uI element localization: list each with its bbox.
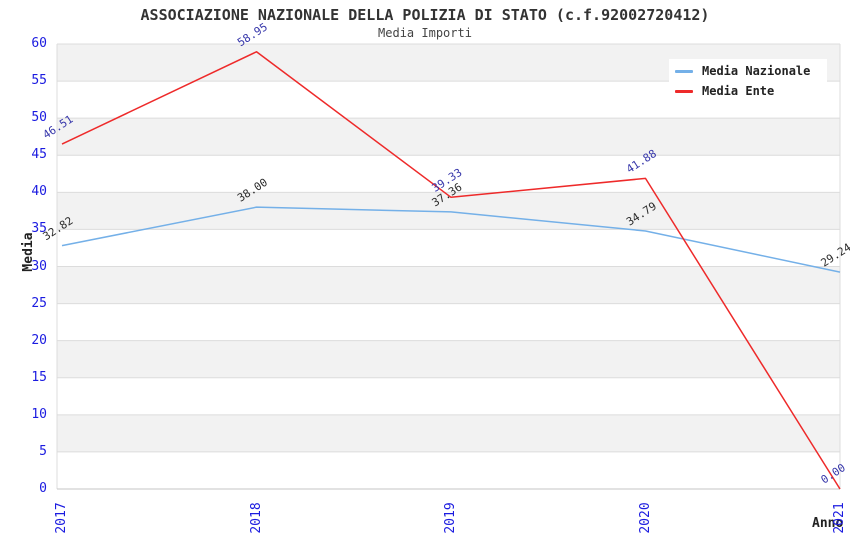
- legend-label: Media Ente: [702, 84, 775, 98]
- y-tick-label: 15: [31, 369, 47, 385]
- x-tick-label: 2019: [443, 502, 458, 534]
- legend-item-media-ente[interactable]: Media Ente: [675, 81, 827, 101]
- x-axis-title: Anno: [812, 516, 844, 531]
- y-tick-label: 50: [31, 110, 47, 126]
- chart-title: ASSOCIAZIONE NAZIONALE DELLA POLIZIA DI …: [140, 6, 710, 24]
- y-tick-label: 25: [31, 295, 47, 311]
- plot-band: [57, 192, 840, 230]
- legend-swatch-red-icon: [675, 89, 693, 93]
- legend-item-media-nazionale[interactable]: Media Nazionale: [675, 61, 827, 81]
- chart-subtitle: Media Importi: [378, 26, 472, 40]
- y-tick-label: 0: [39, 481, 47, 496]
- y-tick-label: 60: [31, 36, 47, 51]
- plot-band: [57, 340, 840, 378]
- plot-band: [57, 266, 840, 304]
- plot-band: [57, 414, 840, 452]
- series-line-media-ente: [61, 51, 841, 490]
- y-tick-label: 35: [31, 221, 47, 237]
- point-label: 29.24: [819, 241, 850, 270]
- point-label: 0.00: [819, 461, 848, 486]
- plot-band: [57, 118, 840, 156]
- y-tick-label: 20: [31, 332, 47, 348]
- y-tick-label: 45: [31, 147, 47, 163]
- series-line-media-nazionale: [61, 206, 841, 273]
- legend-swatch-blue-icon: [675, 69, 693, 73]
- x-tick-label: 2021: [832, 502, 847, 534]
- y-tick-label: 10: [31, 406, 47, 422]
- legend-label: Media Nazionale: [702, 64, 811, 78]
- y-tick-label: 55: [31, 73, 47, 89]
- y-tick-label: 5: [39, 443, 47, 459]
- x-tick-label: 2018: [248, 502, 264, 534]
- legend: Media Nazionale Media Ente: [669, 59, 827, 103]
- y-tick-label: 30: [31, 258, 47, 274]
- x-tick-label: 2020: [637, 502, 653, 534]
- x-tick-label: 2017: [54, 502, 69, 534]
- y-tick-label: 40: [31, 184, 47, 200]
